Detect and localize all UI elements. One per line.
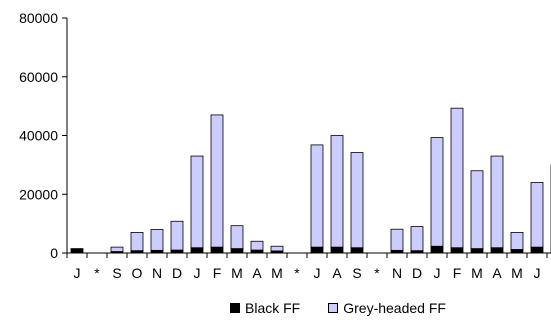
bar-segment-black-ff bbox=[470, 248, 484, 254]
x-tick-label: S bbox=[112, 265, 121, 281]
x-tick-label: D bbox=[412, 265, 422, 281]
x-tick-label: * bbox=[294, 265, 300, 281]
x-tick-label: S bbox=[352, 265, 361, 281]
y-tick-label: 80000 bbox=[19, 10, 58, 26]
bar-segment-black-ff bbox=[70, 248, 84, 254]
bar-segment-black-ff bbox=[350, 247, 364, 254]
bar-segment-black-ff bbox=[310, 246, 324, 254]
x-tick-label: N bbox=[152, 265, 162, 281]
bar-segment-grey-headed-ff bbox=[170, 220, 184, 251]
bar-segment-grey-headed-ff bbox=[270, 245, 284, 252]
bar-segment-grey-headed-ff bbox=[210, 114, 224, 248]
x-tick-label: M bbox=[471, 265, 483, 281]
x-tick-label: M bbox=[511, 265, 523, 281]
bar-segment-black-ff bbox=[210, 246, 224, 254]
bar-segment-black-ff bbox=[230, 248, 244, 254]
bar-segment-grey-headed-ff bbox=[350, 152, 364, 249]
bar-segment-black-ff bbox=[490, 247, 504, 254]
legend-label-grey-headed-ff: Grey-headed FF bbox=[343, 300, 446, 316]
bar-segment-grey-headed-ff bbox=[430, 137, 444, 247]
legend-item-grey-headed-ff: Grey-headed FF bbox=[328, 300, 446, 316]
bar-segment-grey-headed-ff bbox=[390, 228, 404, 251]
bar-segment-grey-headed-ff bbox=[230, 225, 244, 249]
legend-swatch-grey-headed-ff bbox=[328, 303, 339, 313]
bar-segment-grey-headed-ff bbox=[490, 155, 504, 249]
bar-segment-black-ff bbox=[190, 247, 204, 254]
x-tick-label: F bbox=[453, 265, 462, 281]
bar-segment-grey-headed-ff bbox=[470, 170, 484, 249]
x-tick-label: A bbox=[492, 265, 502, 281]
bar-segment-black-ff bbox=[530, 246, 544, 254]
bar-segment-grey-headed-ff bbox=[130, 232, 144, 252]
bar-segment-grey-headed-ff bbox=[190, 155, 204, 249]
bar-segment-grey-headed-ff bbox=[510, 232, 524, 250]
legend-label-black-ff: Black FF bbox=[245, 300, 301, 316]
y-tick-label: 20000 bbox=[19, 186, 58, 202]
legend: Black FF Grey-headed FF bbox=[230, 300, 446, 316]
bar-segment-grey-headed-ff bbox=[530, 182, 544, 248]
bar-segment-black-ff bbox=[510, 249, 524, 254]
x-tick-label: M bbox=[271, 265, 283, 281]
x-tick-label: J bbox=[194, 265, 201, 281]
x-tick-label: N bbox=[392, 265, 402, 281]
x-tick-label: J bbox=[434, 265, 441, 281]
x-tick-label: * bbox=[374, 265, 380, 281]
bar-segment-grey-headed-ff bbox=[450, 107, 464, 249]
y-tick-label: 40000 bbox=[19, 128, 58, 144]
x-tick-label: * bbox=[94, 265, 100, 281]
x-tick-label: M bbox=[231, 265, 243, 281]
x-tick-label: D bbox=[172, 265, 182, 281]
bar-segment-grey-headed-ff bbox=[150, 229, 164, 251]
bar-segment-black-ff bbox=[430, 245, 444, 254]
x-tick-label: F bbox=[213, 265, 222, 281]
bar-segment-black-ff bbox=[450, 247, 464, 254]
bar-segment-grey-headed-ff bbox=[250, 240, 264, 251]
legend-swatch-black-ff bbox=[230, 303, 240, 313]
x-tick-label: O bbox=[132, 265, 143, 281]
bar-segment-grey-headed-ff bbox=[330, 135, 344, 248]
bar-segment-grey-headed-ff bbox=[410, 226, 424, 252]
bar-segment-black-ff bbox=[250, 249, 264, 254]
x-tick-label: A bbox=[252, 265, 262, 281]
x-tick-label: A bbox=[332, 265, 342, 281]
x-tick-label: J bbox=[534, 265, 541, 281]
x-tick-label: J bbox=[314, 265, 321, 281]
bar-segment-grey-headed-ff bbox=[110, 246, 124, 252]
bar-segment-black-ff bbox=[170, 249, 184, 254]
y-tick-label: 60000 bbox=[19, 69, 58, 85]
legend-item-black-ff: Black FF bbox=[230, 300, 300, 316]
x-tick-label: J bbox=[74, 265, 81, 281]
y-tick-label: 0 bbox=[50, 245, 58, 261]
bar-segment-black-ff bbox=[330, 246, 344, 254]
bar-segment-grey-headed-ff bbox=[310, 144, 324, 248]
